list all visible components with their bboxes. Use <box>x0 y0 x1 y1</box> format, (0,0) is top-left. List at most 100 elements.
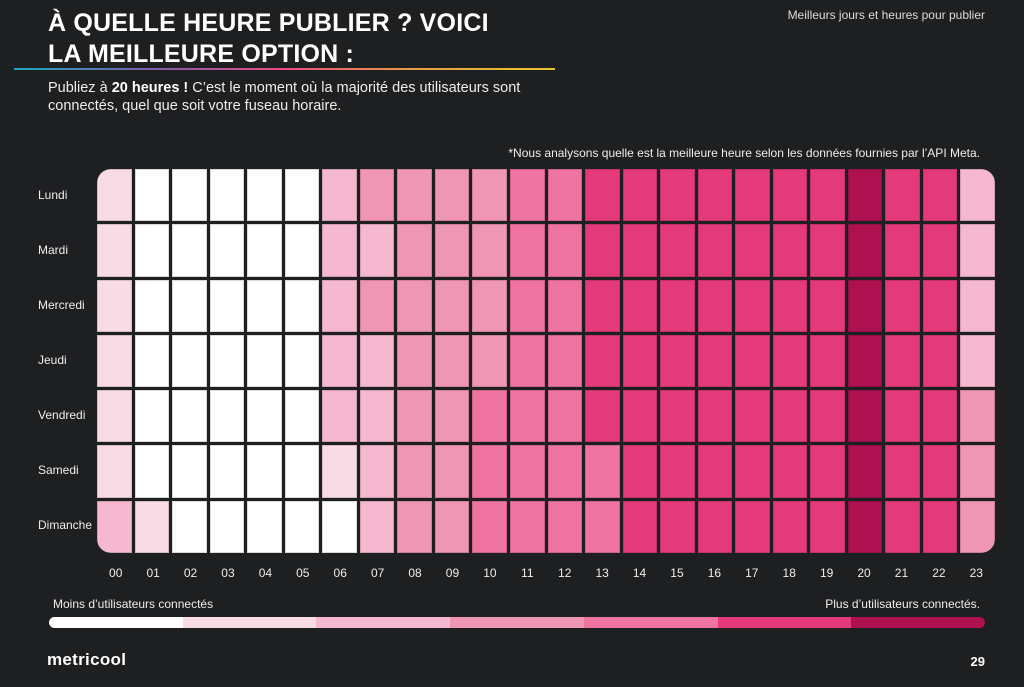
page-title: À QUELLE HEURE PUBLIER ? VOICI LA MEILLE… <box>48 8 489 70</box>
heatmap-grid <box>97 169 995 553</box>
heatmap-cell-dimanche-16 <box>697 500 733 553</box>
heatmap-cell-vendredi-20 <box>847 390 883 443</box>
heatmap-cell-vendredi-03 <box>209 390 245 443</box>
heatmap-cell-mercredi-21 <box>885 279 920 332</box>
hour-label: 08 <box>408 566 422 580</box>
heatmap-cell-mardi-23 <box>960 224 995 277</box>
heatmap-cell-dimanche-12 <box>547 500 583 553</box>
subtitle-pre: Publiez à <box>48 80 112 96</box>
hour-label: 07 <box>370 566 385 580</box>
hour-label: 02 <box>183 566 198 580</box>
heatmap-cell-mardi-07 <box>359 224 395 277</box>
heatmap-cell-dimanche-00 <box>97 500 132 553</box>
heatmap-cell-jeudi-15 <box>660 334 695 388</box>
hour-label: 11 <box>521 566 534 580</box>
heatmap-cell-lundi-00 <box>97 169 132 222</box>
heatmap-cell-mercredi-11 <box>509 279 545 332</box>
heatmap-cell-vendredi-01 <box>134 390 170 443</box>
subtitle-post: C’est le moment où la majorité des utili… <box>48 80 521 114</box>
heatmap-cell-lundi-21 <box>885 169 920 222</box>
day-label: Mercredi <box>38 298 85 313</box>
heatmap-cell-mercredi-09 <box>434 279 470 332</box>
hour-label: 00 <box>109 566 123 580</box>
heatmap-cell-samedi-20 <box>847 445 883 498</box>
heatmap-cell-jeudi-13 <box>585 334 620 388</box>
heatmap-cell-lundi-01 <box>134 169 170 222</box>
heatmap-cell-mercredi-03 <box>209 279 245 332</box>
heatmap-cell-vendredi-10 <box>472 390 507 443</box>
heatmap-cell-vendredi-12 <box>547 390 583 443</box>
heatmap-cell-dimanche-01 <box>134 500 170 553</box>
hour-label: 16 <box>707 566 722 580</box>
heatmap-cell-lundi-11 <box>509 169 545 222</box>
heatmap-cell-mardi-08 <box>397 224 432 277</box>
heatmap-cell-samedi-14 <box>622 445 658 498</box>
heatmap-cell-lundi-23 <box>960 169 995 222</box>
heatmap-cell-lundi-07 <box>359 169 395 222</box>
heatmap-cell-dimanche-22 <box>922 500 958 553</box>
heatmap-cell-dimanche-23 <box>960 500 995 553</box>
heatmap-cell-jeudi-06 <box>322 334 357 388</box>
heatmap-cell-mercredi-23 <box>960 279 995 332</box>
heatmap-cell-mardi-21 <box>885 224 920 277</box>
day-label: Mardi <box>38 243 69 258</box>
hour-label: 10 <box>483 566 497 580</box>
hour-label: 15 <box>670 566 684 580</box>
heatmap-cell-vendredi-17 <box>735 390 770 443</box>
heatmap-cell-samedi-18 <box>772 445 808 498</box>
heatmap-cell-mercredi-01 <box>134 279 170 332</box>
heatmap-cell-mercredi-13 <box>585 279 620 332</box>
legend-swatch-6 <box>851 617 985 628</box>
heatmap-cell-jeudi-08 <box>397 334 432 388</box>
heatmap-cell-mercredi-05 <box>284 279 320 332</box>
heatmap-cell-vendredi-07 <box>359 390 395 443</box>
hour-label: 12 <box>558 566 572 580</box>
heatmap-cell-dimanche-15 <box>660 500 695 553</box>
title-line-2: LA MEILLEURE OPTION : <box>48 40 355 68</box>
heatmap-cell-vendredi-15 <box>660 390 695 443</box>
heatmap-cell-samedi-15 <box>660 445 695 498</box>
hour-label: 13 <box>595 566 609 580</box>
heatmap-cell-lundi-03 <box>209 169 245 222</box>
heatmap-cell-mercredi-19 <box>810 279 845 332</box>
hour-label: 05 <box>296 566 310 580</box>
legend-color-scale <box>49 617 985 628</box>
heatmap-cell-mardi-02 <box>172 224 207 277</box>
heatmap-cell-vendredi-21 <box>885 390 920 443</box>
heatmap-cell-mardi-14 <box>622 224 658 277</box>
heatmap-cell-dimanche-14 <box>622 500 658 553</box>
heatmap-cell-jeudi-00 <box>97 334 132 388</box>
heatmap-cell-mercredi-07 <box>359 279 395 332</box>
heatmap-cell-samedi-07 <box>359 445 395 498</box>
heatmap-cell-mercredi-17 <box>735 279 770 332</box>
heatmap-cell-mercredi-10 <box>472 279 507 332</box>
heatmap-cell-jeudi-03 <box>209 334 245 388</box>
heatmap-cell-dimanche-05 <box>284 500 320 553</box>
heatmap-cell-jeudi-05 <box>284 334 320 388</box>
heatmap-cell-jeudi-22 <box>922 334 958 388</box>
heatmap-cell-jeudi-14 <box>622 334 658 388</box>
heatmap-cell-mardi-17 <box>735 224 770 277</box>
hour-label: 03 <box>221 566 235 580</box>
heatmap-cell-samedi-21 <box>885 445 920 498</box>
heatmap-cell-jeudi-16 <box>697 334 733 388</box>
heatmap-cell-lundi-12 <box>547 169 583 222</box>
heatmap-cell-dimanche-04 <box>247 500 282 553</box>
heatmap-cell-lundi-22 <box>922 169 958 222</box>
heatmap-cell-jeudi-18 <box>772 334 808 388</box>
heatmap-cell-jeudi-07 <box>359 334 395 388</box>
heatmap-cell-mardi-04 <box>247 224 282 277</box>
heatmap-cell-dimanche-17 <box>735 500 770 553</box>
heatmap-cell-samedi-06 <box>322 445 357 498</box>
heatmap-cell-lundi-20 <box>847 169 883 222</box>
heatmap-cell-samedi-12 <box>547 445 583 498</box>
hour-label: 21 <box>894 566 909 580</box>
heatmap-cell-dimanche-20 <box>847 500 883 553</box>
heatmap-cell-dimanche-08 <box>397 500 432 553</box>
heatmap-cell-mardi-05 <box>284 224 320 277</box>
heatmap-cell-lundi-14 <box>622 169 658 222</box>
heatmap-cell-lundi-15 <box>660 169 695 222</box>
legend-swatch-4 <box>583 617 718 628</box>
heatmap-cell-samedi-16 <box>697 445 733 498</box>
metricool-logo: metricool <box>47 650 127 669</box>
